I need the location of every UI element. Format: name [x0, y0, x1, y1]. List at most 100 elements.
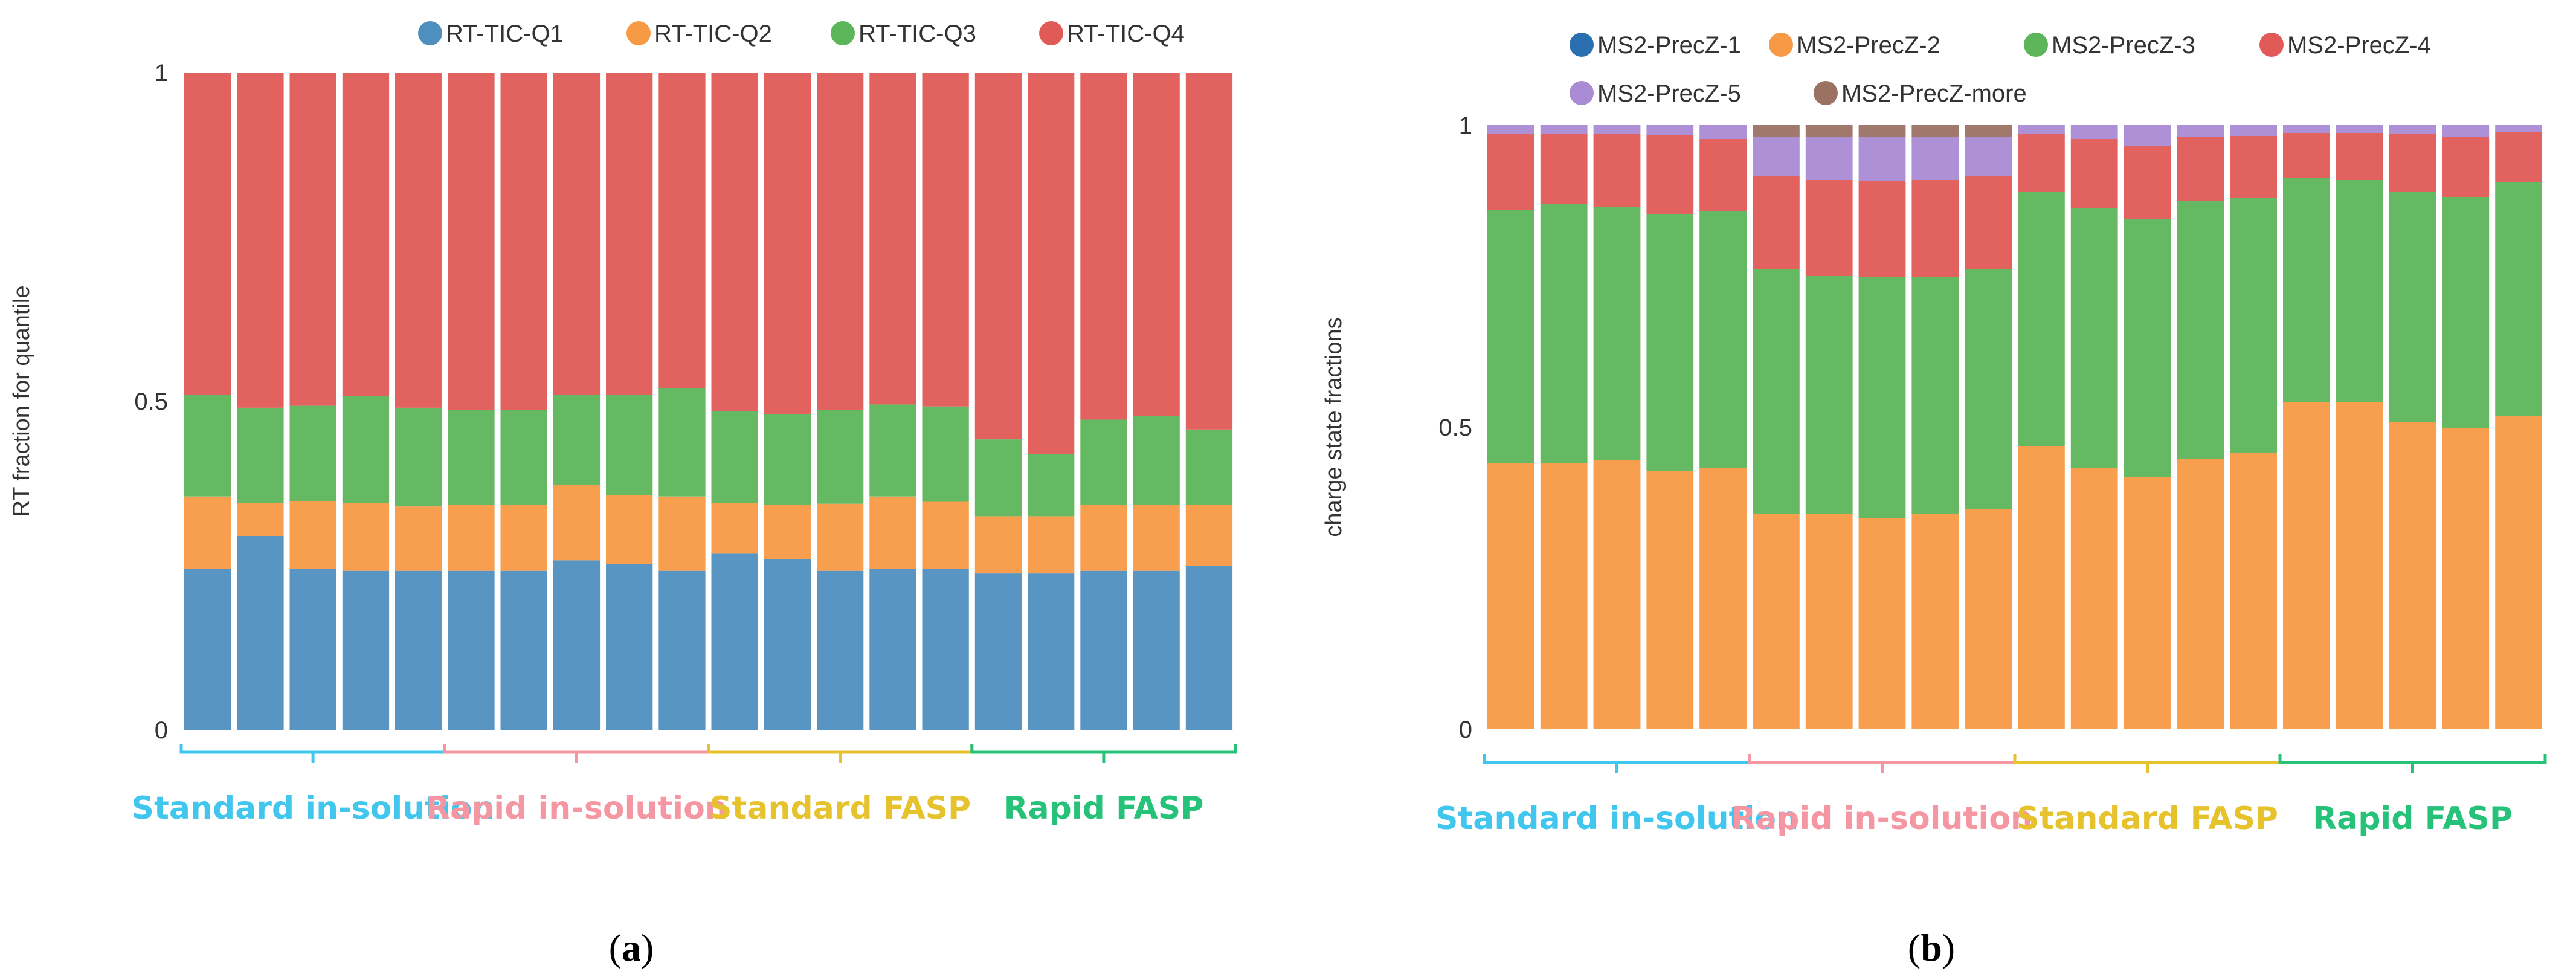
- legend-label-ms2-precz-1[interactable]: MS2-PrecZ-1: [1597, 32, 1741, 59]
- y-tick-label: 0.5: [1438, 414, 1472, 441]
- bar-segment-ms2-precz-5-4: [1646, 125, 1694, 135]
- bar-segment-ms2-precz-4-15: [2230, 136, 2277, 198]
- bars: [1487, 125, 2542, 729]
- bar-segment-ms2-precz-2-12: [2070, 468, 2118, 729]
- bar-segment-ms2-precz-3-16: [2283, 178, 2330, 402]
- bar-segment-ms2-precz-more-6: [1753, 125, 1800, 137]
- bar-segment-ms2-precz-4-16: [2283, 133, 2330, 178]
- bar-segment-ms2-precz-4-2: [1540, 134, 1588, 204]
- bar-segment-ms2-precz-4-9: [1911, 180, 1959, 277]
- legend-marker-rt-tic-q3[interactable]: [831, 21, 855, 45]
- bar-segment-ms2-precz-4-18: [2389, 134, 2436, 192]
- legend-label-ms2-precz-2[interactable]: MS2-PrecZ-2: [1797, 32, 1940, 59]
- bar-segment-ms2-precz-4-4: [1646, 135, 1694, 214]
- bar-segment-ms2-precz-4-19: [2442, 137, 2490, 197]
- legend-marker-ms2-precz-1[interactable]: [1570, 33, 1594, 57]
- legend-label-rt-tic-q1[interactable]: RT-TIC-Q1: [446, 21, 564, 47]
- bar-segment-ms2-precz-2-1: [1487, 463, 1534, 729]
- bar-segment-rt-tic-q4-19: [1133, 73, 1180, 416]
- legend-label-rt-tic-q4[interactable]: RT-TIC-Q4: [1067, 21, 1185, 47]
- bar-segment-rt-tic-q1-15: [922, 569, 969, 730]
- bar-segment-ms2-precz-4-8: [1858, 181, 1906, 277]
- legend-marker-rt-tic-q1[interactable]: [418, 21, 442, 45]
- y-axis-label: charge state fractions: [1321, 317, 1347, 537]
- legend-label-ms2-precz-more[interactable]: MS2-PrecZ-more: [1841, 80, 2027, 107]
- bar-segment-ms2-precz-5-3: [1593, 125, 1641, 134]
- group-label: Rapid in-solution: [1731, 801, 2033, 837]
- bar-segment-ms2-precz-2-6: [1753, 514, 1800, 729]
- bar-segment-rt-tic-q2-20: [1185, 505, 1233, 566]
- bar-segment-rt-tic-q3-10: [658, 388, 706, 497]
- bar-segment-rt-tic-q2-14: [869, 496, 916, 569]
- bar-segment-ms2-precz-5-5: [1699, 125, 1747, 139]
- legend-marker-ms2-precz-4[interactable]: [2259, 33, 2284, 57]
- bar-segment-ms2-precz-4-6: [1753, 176, 1800, 269]
- bar-segment-ms2-precz-2-18: [2389, 422, 2436, 729]
- bar-segment-ms2-precz-4-7: [1805, 180, 1853, 276]
- group-label: Standard in-solution: [1435, 801, 1798, 837]
- bar-segment-ms2-precz-2-17: [2336, 402, 2383, 729]
- bar-segment-rt-tic-q1-10: [658, 570, 706, 730]
- bar-segment-rt-tic-q2-19: [1133, 505, 1180, 571]
- bar-segment-ms2-precz-5-8: [1858, 137, 1906, 181]
- bar-segment-rt-tic-q3-4: [342, 396, 390, 503]
- bar-segment-rt-tic-q2-1: [184, 496, 231, 569]
- bar-segment-ms2-precz-3-18: [2389, 192, 2436, 422]
- bar-segment-ms2-precz-more-8: [1858, 125, 1906, 137]
- bar-segment-rt-tic-q2-16: [974, 516, 1022, 574]
- bar-segment-ms2-precz-2-7: [1805, 514, 1853, 729]
- y-tick-label: 1: [155, 60, 168, 86]
- bar-segment-ms2-precz-2-11: [2018, 446, 2065, 729]
- legend-marker-ms2-precz-more[interactable]: [1814, 81, 1838, 105]
- bar-segment-ms2-precz-more-9: [1911, 125, 1959, 137]
- bar-segment-ms2-precz-3-19: [2442, 197, 2490, 428]
- bar-segment-rt-tic-q3-14: [869, 404, 916, 497]
- bar-segment-rt-tic-q4-10: [658, 73, 706, 388]
- bar-segment-ms2-precz-3-8: [1858, 277, 1906, 518]
- y-tick-label: 0: [155, 717, 168, 744]
- y-tick-label: 0: [1459, 717, 1472, 743]
- legend-label-rt-tic-q2[interactable]: RT-TIC-Q2: [654, 21, 772, 47]
- legend-marker-rt-tic-q4[interactable]: [1039, 21, 1063, 45]
- group-bracket: [443, 744, 710, 763]
- bar-segment-rt-tic-q1-17: [1028, 573, 1075, 730]
- bar-segment-ms2-precz-3-10: [1965, 269, 2012, 509]
- bar-segment-rt-tic-q4-6: [448, 73, 495, 410]
- legend-marker-rt-tic-q2[interactable]: [626, 21, 651, 45]
- bar-segment-ms2-precz-5-1: [1487, 125, 1534, 134]
- bar-segment-ms2-precz-4-17: [2336, 133, 2383, 180]
- bar-segment-rt-tic-q3-18: [1080, 419, 1127, 505]
- legend-marker-ms2-precz-5[interactable]: [1570, 81, 1594, 105]
- panel-label: (a): [609, 926, 654, 969]
- bar-segment-rt-tic-q4-7: [500, 73, 547, 410]
- bar-segment-rt-tic-q3-13: [817, 410, 864, 504]
- group-label: Rapid FASP: [2313, 801, 2513, 837]
- group-bracket: [970, 744, 1237, 763]
- bar-segment-ms2-precz-5-18: [2389, 125, 2436, 134]
- legend-label-ms2-precz-4[interactable]: MS2-PrecZ-4: [2287, 32, 2431, 59]
- bar-segment-ms2-precz-4-12: [2070, 139, 2118, 208]
- bar-segment-rt-tic-q3-15: [922, 406, 969, 502]
- bar-segment-ms2-precz-2-10: [1965, 509, 2012, 729]
- bar-segment-rt-tic-q1-18: [1080, 570, 1127, 730]
- bar-segment-ms2-precz-3-4: [1646, 214, 1694, 471]
- bar-segment-ms2-precz-5-19: [2442, 125, 2490, 137]
- bar-segment-rt-tic-q4-16: [974, 73, 1022, 440]
- legend-label-ms2-precz-5[interactable]: MS2-PrecZ-5: [1597, 80, 1741, 107]
- bar-segment-rt-tic-q4-14: [869, 73, 916, 405]
- legend-label-rt-tic-q3[interactable]: RT-TIC-Q3: [858, 21, 976, 47]
- group-bracket: [1748, 754, 2017, 773]
- legend-label-ms2-precz-3[interactable]: MS2-PrecZ-3: [2052, 32, 2195, 59]
- bar-segment-ms2-precz-2-19: [2442, 428, 2490, 729]
- bar-segment-ms2-precz-5-16: [2283, 125, 2330, 133]
- bar-segment-ms2-precz-5-9: [1911, 137, 1959, 180]
- y-axis: 0 0.5 1 RT fraction for quantile: [9, 60, 168, 744]
- legend-marker-ms2-precz-2[interactable]: [1769, 33, 1793, 57]
- bar-segment-rt-tic-q4-3: [289, 73, 336, 406]
- legend-marker-ms2-precz-3[interactable]: [2024, 33, 2048, 57]
- group-label: Rapid FASP: [1003, 790, 1203, 827]
- bar-segment-ms2-precz-3-6: [1753, 269, 1800, 514]
